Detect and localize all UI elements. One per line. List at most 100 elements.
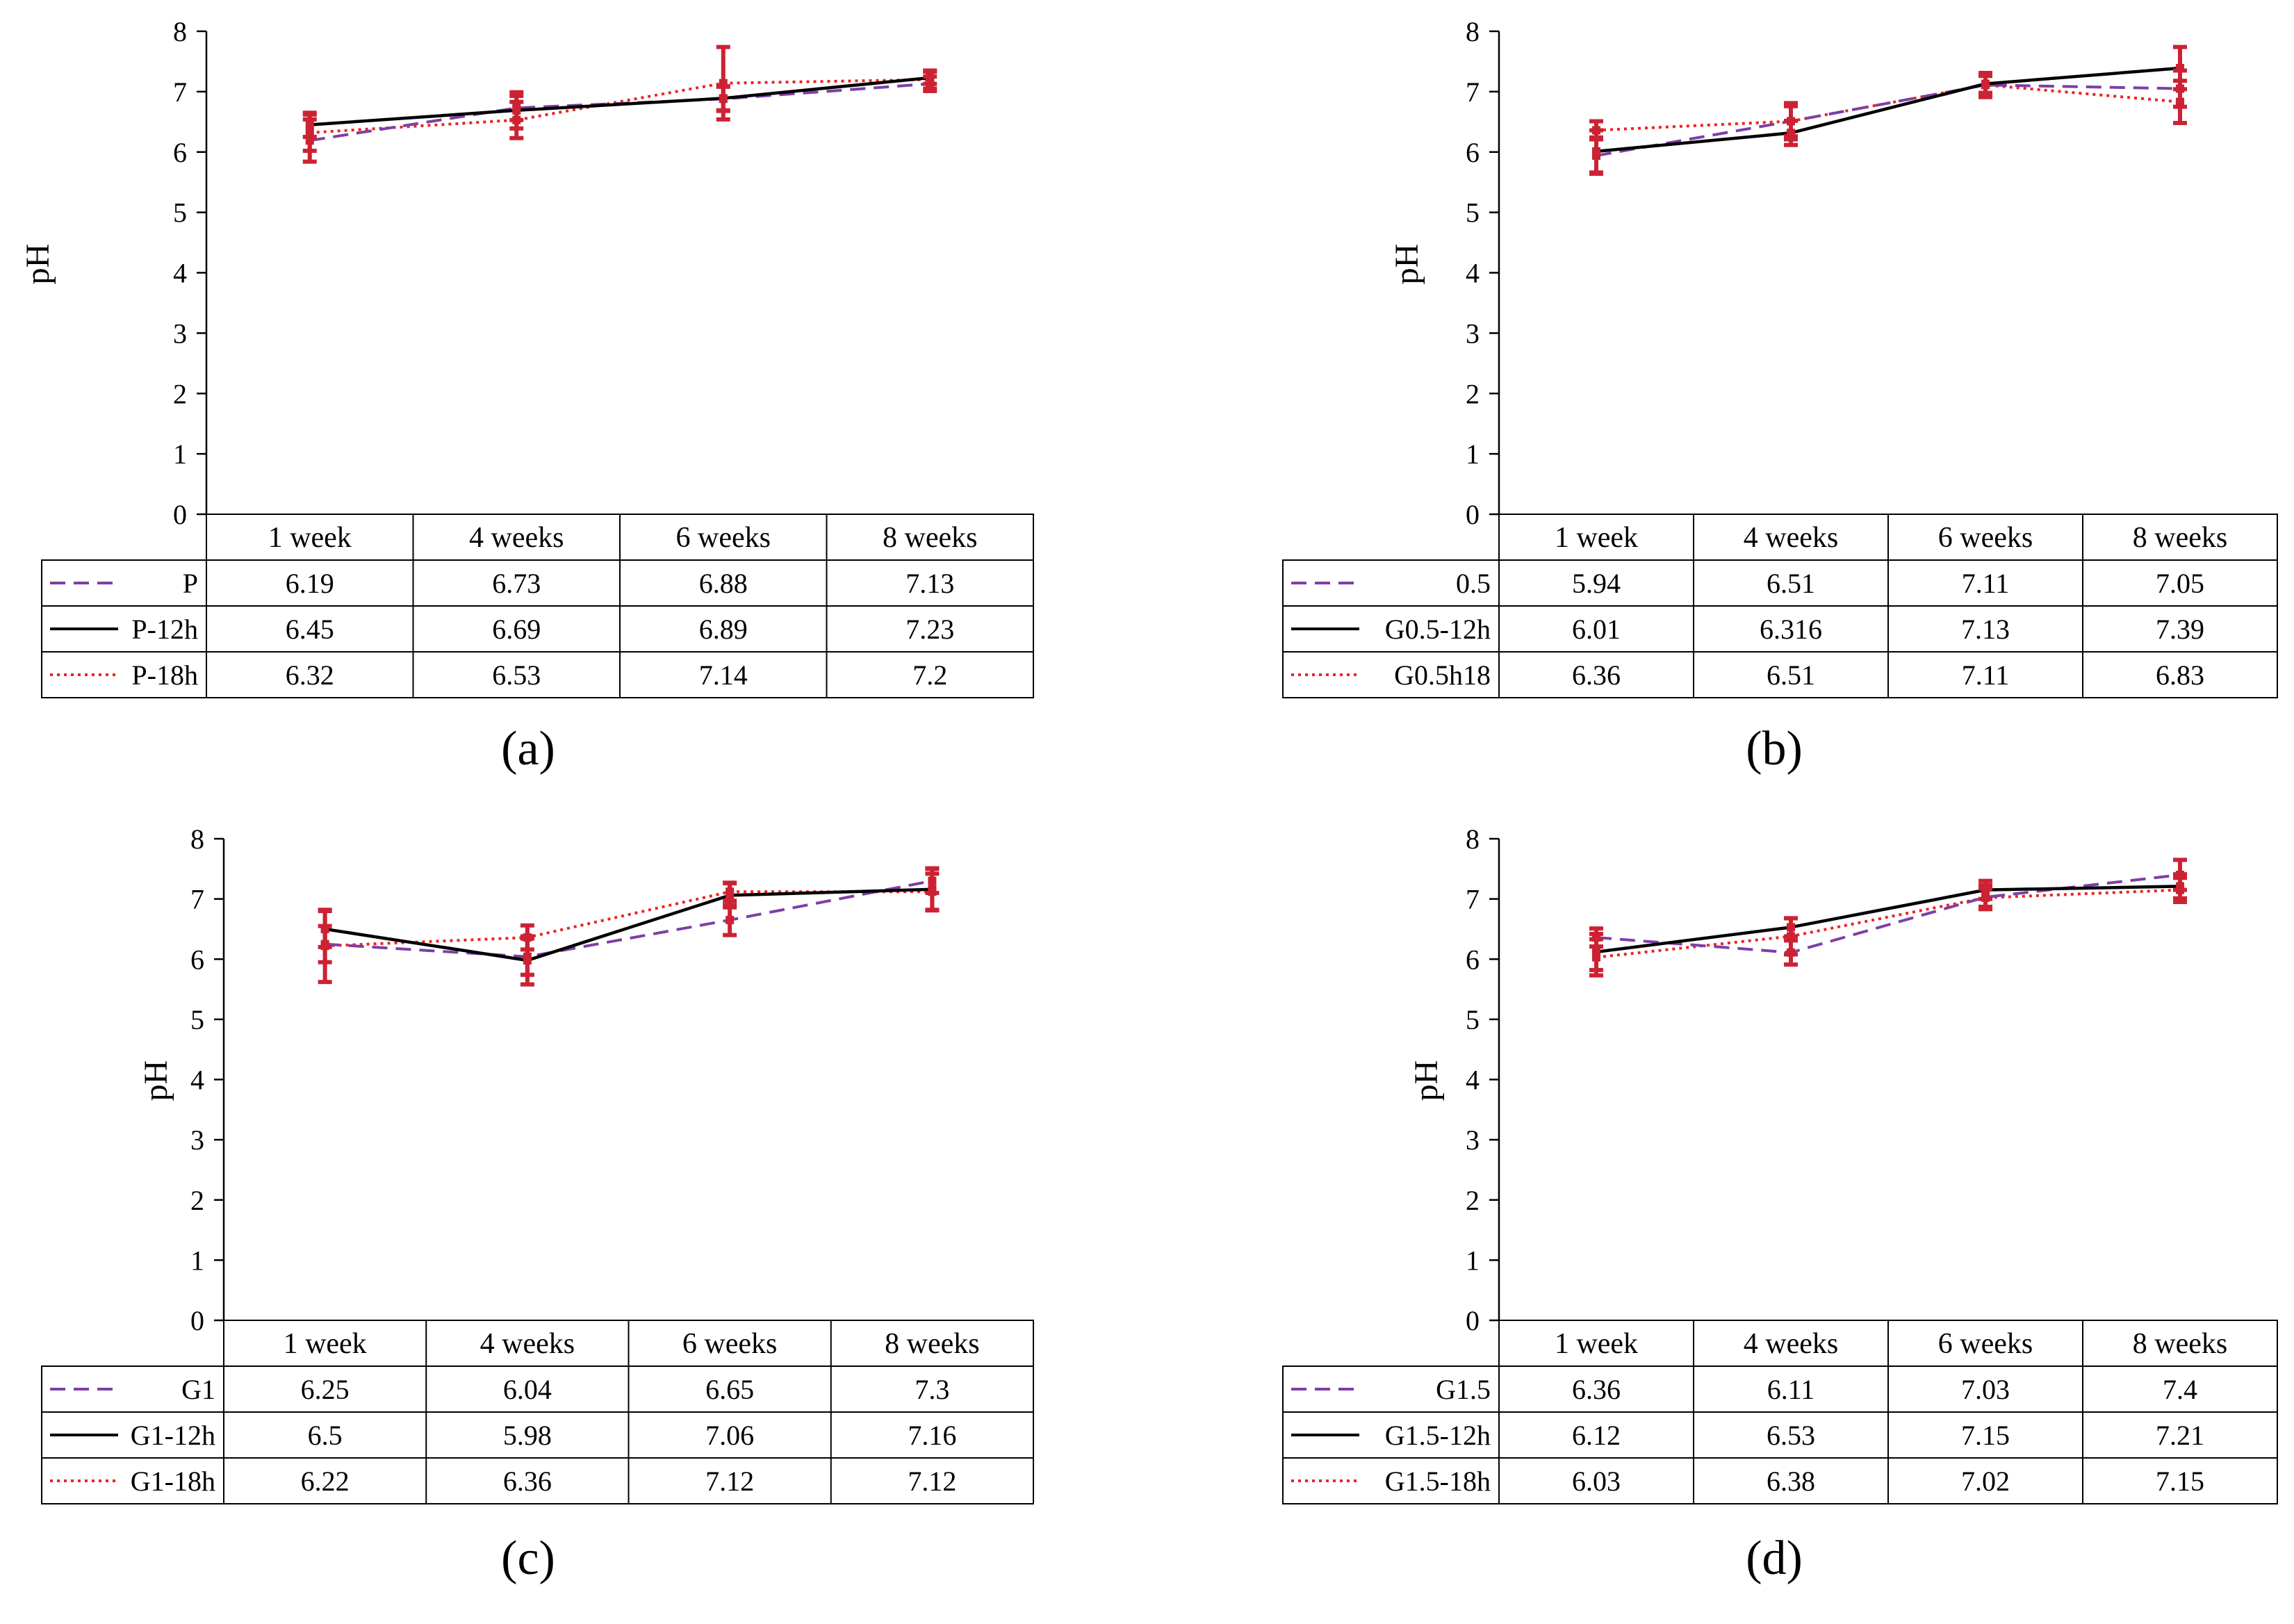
y-tick-label: 4 <box>190 1065 204 1096</box>
table-body <box>41 559 1034 698</box>
data-point <box>1592 126 1600 135</box>
table-cell-value: 6.36 <box>1572 1374 1621 1405</box>
series-line-solid <box>309 76 931 126</box>
table-cell-value: 6.83 <box>2156 659 2204 691</box>
y-tick-label: 1 <box>173 438 187 470</box>
table-cell-value: 7.06 <box>705 1420 754 1451</box>
y-tick-label: 0 <box>190 1305 204 1336</box>
y-tick-label: 2 <box>1466 1185 1480 1216</box>
table-cell-value: 6.73 <box>492 568 541 599</box>
table-cell-value: 6.03 <box>1572 1466 1621 1497</box>
data-point <box>1981 81 1990 90</box>
data-point <box>726 915 735 924</box>
x-category-label: 4 weeks <box>1744 1328 1838 1360</box>
legend-label: G1-12h <box>131 1420 215 1451</box>
y-tick-label: 5 <box>173 197 187 229</box>
series-line-dotted <box>325 890 933 948</box>
table-cell-value: 7.3 <box>915 1374 949 1405</box>
y-tick-label: 3 <box>1466 318 1480 349</box>
x-category-label: 6 weeks <box>1938 1328 2033 1360</box>
x-category-label: 1 week <box>1555 1328 1638 1360</box>
y-tick-label: 3 <box>1466 1124 1480 1156</box>
table-body <box>41 1365 1034 1504</box>
x-category-label: 8 weeks <box>885 1328 979 1360</box>
table-cell-value: 6.22 <box>301 1466 350 1497</box>
y-tick-label: 7 <box>173 76 187 108</box>
data-point <box>2176 885 2184 894</box>
x-category-label: 1 week <box>1555 522 1638 554</box>
chart-panel-1: 0 1 2 3 4 5 6 7 8 pH 1 week 4 weeks 6 weeks 8 weeks P 6… <box>19 16 1034 776</box>
y-tick-label: 4 <box>1466 1065 1480 1096</box>
panel-caption: (a) <box>501 722 555 776</box>
legend-label: G1.5 <box>1436 1374 1491 1405</box>
table-cell-value: 7.16 <box>908 1420 956 1451</box>
y-tick-label: 5 <box>1466 197 1480 229</box>
chart-panel-3: 0 1 2 3 4 5 6 7 8 pH 1 week 4 weeks 6 weeks 8 weeks G1… <box>41 823 1034 1585</box>
table-cell-value: 7.21 <box>2156 1420 2204 1451</box>
legend-label: P-18h <box>131 659 198 691</box>
table-cell-value: 6.36 <box>1572 659 1621 691</box>
data-point <box>719 79 728 88</box>
series-line-dashed <box>309 82 931 142</box>
y-tick-label: 2 <box>173 378 187 409</box>
data-point <box>523 933 532 942</box>
y-tick-label: 0 <box>1466 1305 1480 1336</box>
table-cell-value: 7.12 <box>705 1466 754 1497</box>
table-cell-value: 6.04 <box>503 1374 552 1405</box>
y-tick-label: 7 <box>1466 76 1480 108</box>
series-line-solid <box>1596 66 2181 154</box>
table-cell-value: 5.98 <box>503 1420 552 1451</box>
data-point <box>726 887 735 896</box>
panel-caption: (d) <box>1746 1532 1803 1585</box>
series-line-dotted <box>1596 888 2181 959</box>
x-category-label: 1 week <box>268 522 352 554</box>
y-tick-label: 8 <box>190 823 204 855</box>
y-tick-label: 4 <box>1466 258 1480 289</box>
table-cell-value: 7.15 <box>2156 1466 2204 1497</box>
table-cell-value: 7.12 <box>908 1466 956 1497</box>
table-cell-value: 7.11 <box>1962 568 2010 599</box>
series-line-dashed <box>1596 83 2181 157</box>
table-cell-value: 6.11 <box>1767 1374 1815 1405</box>
x-category-label: 6 weeks <box>676 522 771 554</box>
x-category-label: 8 weeks <box>2133 522 2227 554</box>
x-category-label: 4 weeks <box>1744 522 1838 554</box>
table-cell-value: 6.01 <box>1572 614 1621 645</box>
y-tick-label: 8 <box>1466 16 1480 47</box>
table-cell-value: 6.51 <box>1767 659 1815 691</box>
table-cell-value: 7.02 <box>1961 1466 2010 1497</box>
table-cell-value: 7.4 <box>2163 1374 2197 1405</box>
table-cell-value: 7.13 <box>1961 614 2010 645</box>
table-cell-value: 6.25 <box>301 1374 350 1405</box>
table-body <box>1282 1365 2278 1504</box>
x-category-label: 4 weeks <box>480 1328 575 1360</box>
legend-label: 0.5 <box>1456 568 1491 599</box>
series-line-dashed <box>1596 873 2181 954</box>
y-tick-label: 7 <box>190 884 204 915</box>
y-tick-label: 1 <box>1466 438 1480 470</box>
chart-panel-4: 0 1 2 3 4 5 6 7 8 pH 1 week 4 weeks 6 weeks 8 weeks G1… <box>1282 823 2278 1585</box>
data-point <box>1787 932 1795 941</box>
data-point <box>523 955 532 965</box>
legend-label: G1.5-18h <box>1385 1466 1491 1497</box>
data-point <box>1787 117 1795 126</box>
data-point <box>320 942 329 951</box>
legend-label: G0.5-12h <box>1385 614 1491 645</box>
y-tick-label: 6 <box>1466 137 1480 168</box>
legend-label: P-12h <box>131 614 198 645</box>
y-tick-label: 2 <box>190 1185 204 1216</box>
legend-label: P <box>183 568 198 599</box>
table-cell-value: 7.13 <box>906 568 954 599</box>
table-cell-value: 6.32 <box>286 659 334 691</box>
table-cell-value: 5.94 <box>1572 568 1621 599</box>
x-category-label: 6 weeks <box>682 1328 777 1360</box>
legend-label: G1 <box>181 1374 215 1405</box>
table-cell-value: 7.05 <box>2156 568 2204 599</box>
table-cell-value: 7.11 <box>1962 659 2010 691</box>
table-cell-value: 7.15 <box>1961 1420 2010 1451</box>
data-point <box>2176 63 2184 72</box>
y-tick-label: 1 <box>190 1245 204 1276</box>
y-axis-title: pH <box>19 244 56 285</box>
data-point <box>1592 147 1600 156</box>
